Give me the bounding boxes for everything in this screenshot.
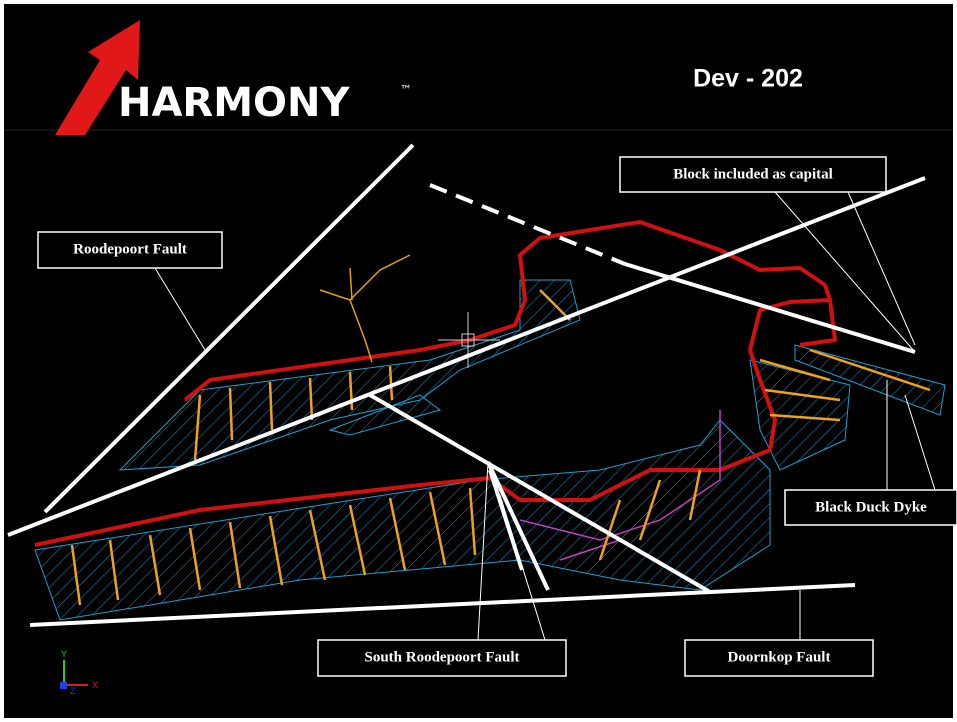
axis-letter: X <box>92 680 98 690</box>
logo-text: HARMONY <box>118 80 351 126</box>
label: South Roodepoort Fault <box>364 649 519 665</box>
axis-letter: Y <box>61 649 67 659</box>
axis-letter: Z <box>70 686 76 696</box>
title: Dev - 202 <box>693 65 803 93</box>
tunnels <box>34 220 931 606</box>
trademark: ™ <box>400 83 412 97</box>
callouts: Roodepoort Fault Block included as capit… <box>37 156 957 677</box>
logo: HARMONY ™ <box>55 20 412 135</box>
crosshair <box>438 312 500 368</box>
label: Black Duck Dyke <box>815 499 927 515</box>
faults <box>7 143 926 627</box>
label: Roodepoort Fault <box>73 241 187 257</box>
label: Block included as capital <box>673 166 833 182</box>
axes-icon: Y X Z <box>60 649 98 696</box>
label: Doornkop Fault <box>728 649 831 665</box>
